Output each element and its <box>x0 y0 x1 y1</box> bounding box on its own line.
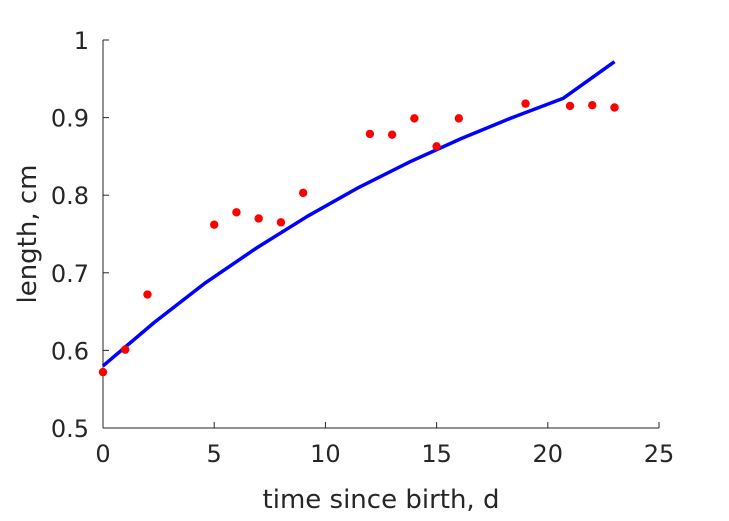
y-tick-label: 0.5 <box>51 415 89 443</box>
y-tick-label: 0.6 <box>51 337 89 365</box>
data-points-layer <box>98 99 619 377</box>
fit-curve-layer <box>101 60 616 368</box>
x-axis-label: time since birth, d <box>263 485 500 515</box>
data-point <box>98 367 108 377</box>
data-point <box>610 103 619 112</box>
tick-labels-layer: 0 5 10 15 20 25 0.5 0.6 0.7 0.8 0.9 1 <box>51 27 674 468</box>
data-point <box>365 129 375 139</box>
data-point <box>276 218 286 227</box>
data-point <box>121 345 130 354</box>
data-point <box>254 214 263 223</box>
data-point <box>588 100 597 110</box>
y-tick-label: 1 <box>74 27 89 55</box>
x-tick-label: 10 <box>310 440 341 468</box>
data-point <box>387 130 397 139</box>
data-point <box>298 188 308 198</box>
y-tick-label: 0.7 <box>51 260 89 288</box>
data-point <box>454 114 464 123</box>
x-tick-label: 15 <box>421 440 452 468</box>
data-point <box>432 142 441 151</box>
data-point <box>521 99 530 108</box>
y-axis-label: length, cm <box>13 164 43 303</box>
data-point <box>210 220 219 229</box>
x-tick-label: 25 <box>644 440 675 468</box>
x-tick-label: 20 <box>533 440 564 468</box>
data-point <box>565 101 575 111</box>
fit-curve-line <box>101 60 616 368</box>
x-tick-label: 5 <box>207 440 222 468</box>
y-tick-label: 0.8 <box>51 182 89 210</box>
data-point <box>410 114 419 123</box>
data-point <box>232 208 241 217</box>
x-tick-label: 0 <box>95 440 110 468</box>
data-point <box>143 290 152 299</box>
axes <box>102 39 660 429</box>
y-tick-label: 0.9 <box>51 105 89 133</box>
